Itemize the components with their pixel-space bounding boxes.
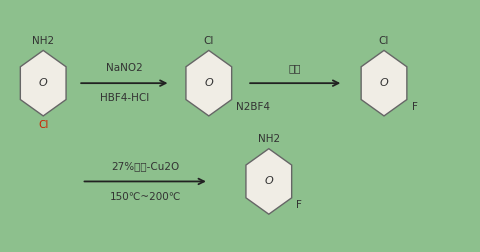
Text: NaNO2: NaNO2 bbox=[106, 63, 143, 73]
Text: O: O bbox=[39, 78, 48, 88]
Text: O: O bbox=[380, 78, 388, 88]
Text: Cl: Cl bbox=[38, 120, 48, 131]
Text: 热解: 热解 bbox=[289, 63, 301, 73]
Polygon shape bbox=[361, 50, 407, 116]
Text: N2BF4: N2BF4 bbox=[237, 102, 270, 112]
Polygon shape bbox=[20, 50, 66, 116]
Polygon shape bbox=[246, 149, 292, 214]
Text: F: F bbox=[412, 102, 418, 112]
Text: F: F bbox=[297, 200, 302, 210]
Text: Cl: Cl bbox=[379, 36, 389, 46]
Text: O: O bbox=[204, 78, 213, 88]
Text: NH2: NH2 bbox=[258, 134, 280, 144]
Text: HBF4-HCl: HBF4-HCl bbox=[100, 93, 149, 103]
Text: 150℃~200℃: 150℃~200℃ bbox=[109, 192, 181, 202]
Polygon shape bbox=[186, 50, 232, 116]
Text: O: O bbox=[264, 176, 273, 186]
Text: Cl: Cl bbox=[204, 36, 214, 46]
Text: 27%氨水-Cu2O: 27%氨水-Cu2O bbox=[111, 161, 180, 171]
Text: NH2: NH2 bbox=[32, 36, 54, 46]
